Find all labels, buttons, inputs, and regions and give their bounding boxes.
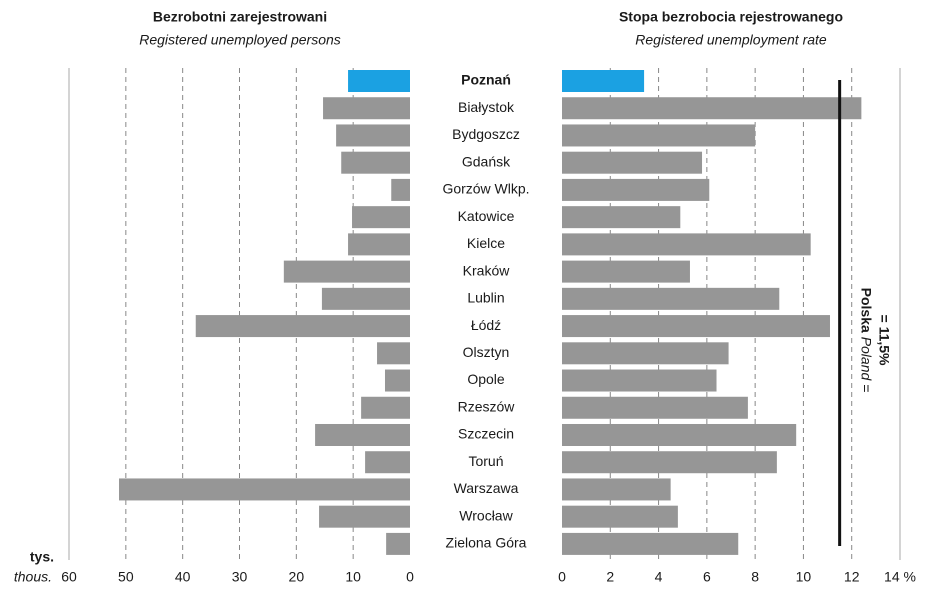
x-tick-label: 40 bbox=[175, 569, 191, 585]
bar bbox=[323, 97, 410, 120]
bar bbox=[562, 287, 780, 310]
bar bbox=[562, 342, 729, 365]
right-subtitle: Registered unemployment rate bbox=[635, 32, 827, 48]
bar bbox=[562, 396, 748, 419]
category-label: Wrocław bbox=[459, 507, 513, 523]
x-tick-label: 14 % bbox=[884, 569, 916, 585]
bar bbox=[386, 532, 410, 555]
x-tick-label: 10 bbox=[345, 569, 361, 585]
bar bbox=[562, 315, 830, 338]
category-label: Lublin bbox=[467, 290, 504, 306]
bar bbox=[348, 233, 410, 256]
reference-label: Polska Poland = bbox=[859, 288, 875, 393]
bar bbox=[562, 97, 862, 120]
bar bbox=[562, 505, 678, 528]
bar bbox=[562, 233, 811, 256]
bar bbox=[195, 315, 410, 338]
right-title: Stopa bezrobocia rejestrowanego bbox=[619, 9, 843, 25]
bar bbox=[361, 396, 410, 419]
bar bbox=[562, 206, 681, 229]
bar bbox=[562, 151, 703, 174]
bar bbox=[562, 423, 797, 446]
category-label: Zielona Góra bbox=[446, 535, 527, 551]
bar bbox=[562, 70, 645, 92]
bar bbox=[562, 369, 717, 392]
bar bbox=[562, 260, 690, 283]
x-tick-label: 60 bbox=[61, 569, 77, 585]
category-label: Bydgoszcz bbox=[452, 126, 520, 142]
category-label: Białystok bbox=[458, 99, 515, 115]
category-label: Warszawa bbox=[454, 480, 519, 496]
bar bbox=[319, 505, 410, 528]
x-tick-label: 4 bbox=[655, 569, 663, 585]
x-tick-label: 6 bbox=[703, 569, 711, 585]
category-label: Kraków bbox=[463, 262, 511, 278]
bar bbox=[365, 451, 410, 474]
bar bbox=[562, 451, 777, 474]
bar bbox=[562, 124, 756, 147]
category-label: Opole bbox=[467, 371, 505, 387]
bar bbox=[321, 287, 410, 310]
category-label: Olsztyn bbox=[463, 344, 510, 360]
bar bbox=[562, 178, 710, 201]
bar bbox=[341, 151, 410, 174]
category-label: Szczecin bbox=[458, 426, 514, 442]
bar bbox=[119, 478, 410, 501]
bar bbox=[283, 260, 410, 283]
bar bbox=[562, 532, 739, 555]
reference-label-part: = 11,5% bbox=[877, 315, 893, 367]
category-label: Kielce bbox=[467, 235, 505, 251]
reference-label-part: Polska bbox=[859, 288, 875, 333]
x-tick-label: 8 bbox=[751, 569, 759, 585]
bar bbox=[315, 423, 410, 446]
x-tick-label: 30 bbox=[232, 569, 248, 585]
x-tick-label: 0 bbox=[406, 569, 414, 585]
category-label: Rzeszów bbox=[458, 398, 516, 414]
bar bbox=[348, 70, 410, 92]
bar bbox=[391, 178, 410, 201]
left-title: Bezrobotni zarejestrowani bbox=[153, 9, 327, 25]
category-label: Gorzów Wlkp. bbox=[442, 181, 529, 197]
x-tick-label: 20 bbox=[289, 569, 305, 585]
x-tick-label: 12 bbox=[844, 569, 860, 585]
reference-label: = 11,5% bbox=[877, 315, 893, 367]
bar bbox=[384, 369, 410, 392]
category-label: Katowice bbox=[458, 208, 515, 224]
category-label: Łódź bbox=[471, 317, 501, 333]
bar bbox=[377, 342, 410, 365]
category-label: Gdańsk bbox=[462, 153, 511, 169]
reference-label-part: Poland = bbox=[859, 337, 875, 393]
category-label: Toruń bbox=[468, 453, 503, 469]
bar bbox=[562, 478, 671, 501]
x-tick-label: 2 bbox=[606, 569, 614, 585]
left-subtitle: Registered unemployed persons bbox=[139, 32, 341, 48]
x-tick-label: 50 bbox=[118, 569, 134, 585]
x-tick-label: 0 bbox=[558, 569, 566, 585]
category-label: Poznań bbox=[461, 72, 511, 88]
unit-label: tys. bbox=[30, 549, 54, 565]
bar bbox=[336, 124, 410, 147]
x-tick-label: 10 bbox=[796, 569, 812, 585]
bar bbox=[352, 206, 410, 229]
unit-label-en: thous. bbox=[14, 569, 52, 585]
